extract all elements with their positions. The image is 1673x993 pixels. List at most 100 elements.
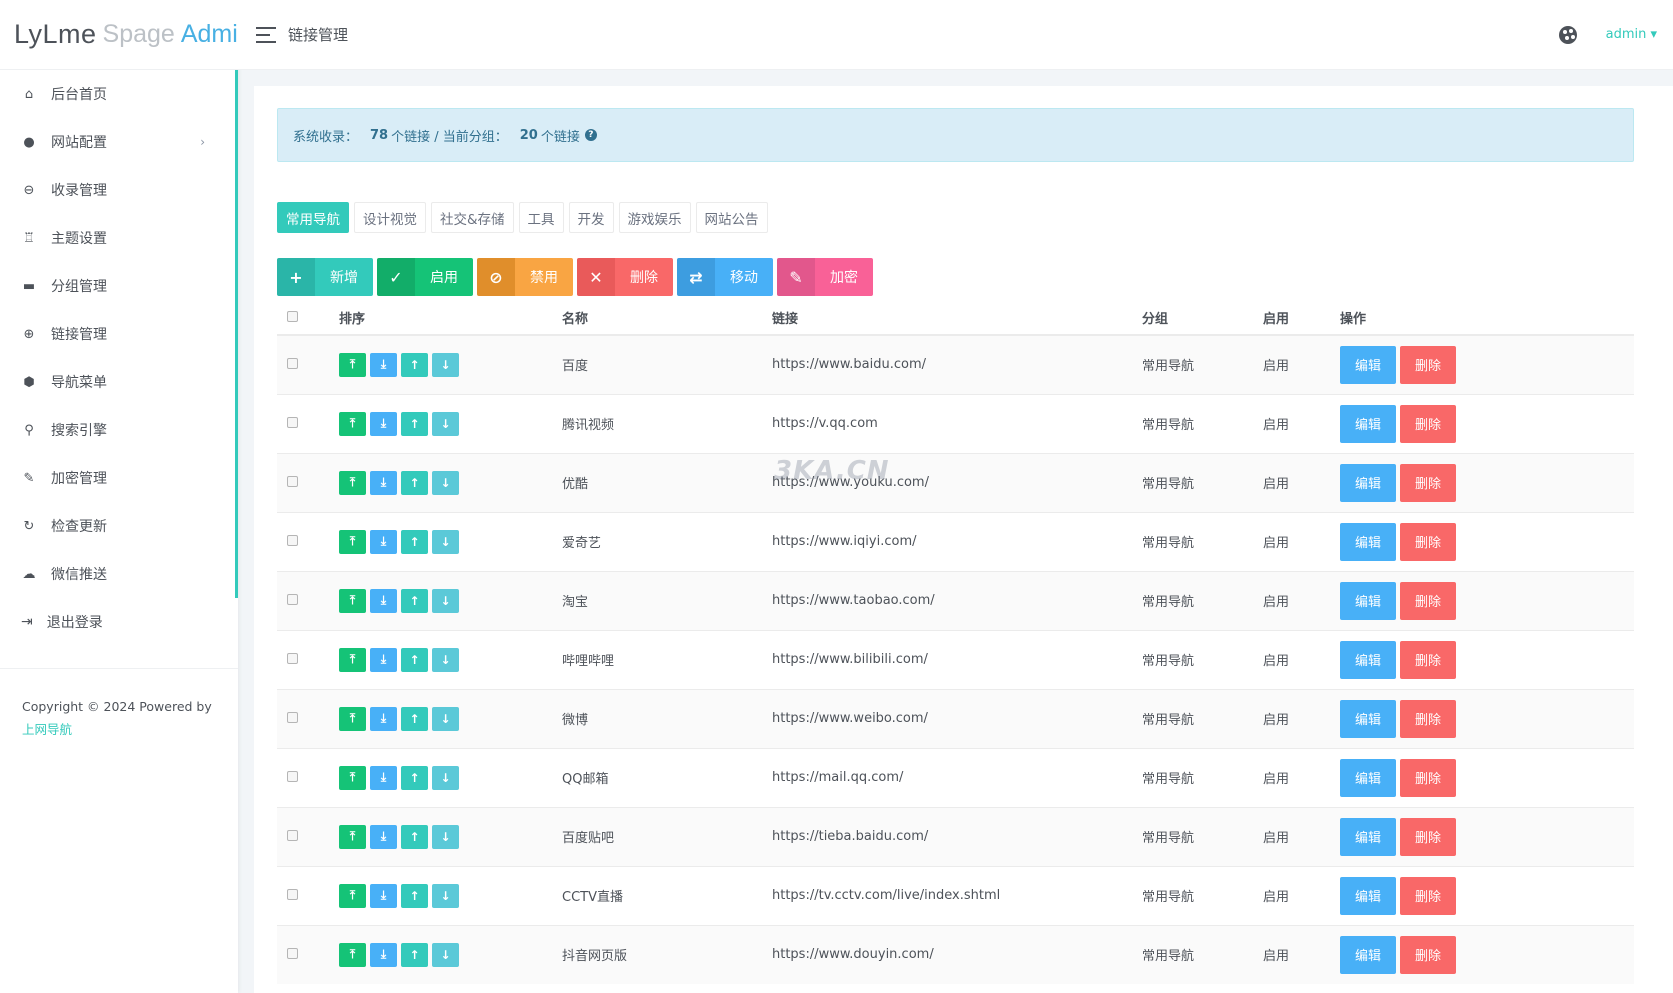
action-button-3[interactable]: ✕ 删除	[577, 258, 673, 296]
sidebar-item-5[interactable]: ⊕ 链接管理	[0, 310, 235, 358]
arrow-down-icon[interactable]: ↓	[432, 942, 459, 967]
row-checkbox[interactable]	[287, 771, 298, 782]
delete-button[interactable]: 删除	[1400, 640, 1456, 679]
row-checkbox[interactable]	[287, 948, 298, 960]
arrow-down-icon[interactable]: ↓	[432, 588, 459, 613]
row-checkbox[interactable]	[287, 712, 298, 723]
row-checkbox[interactable]	[287, 358, 298, 370]
sidebar-item-10[interactable]: ☁ 微信推送	[0, 550, 235, 598]
sidebar-item-8[interactable]: ✎ 加密管理	[0, 454, 235, 502]
edit-button[interactable]: 编辑	[1340, 876, 1396, 915]
edit-button[interactable]: 编辑	[1340, 345, 1396, 384]
arrow-down-icon[interactable]: ↓	[432, 411, 459, 436]
edit-button[interactable]: 编辑	[1340, 640, 1396, 679]
to-top-icon[interactable]: ⤒	[339, 529, 366, 554]
arrow-down-icon[interactable]: ↓	[432, 765, 459, 790]
action-button-0[interactable]: + 新增	[277, 258, 373, 296]
arrow-up-icon[interactable]: ↑	[401, 883, 428, 908]
powered-link[interactable]: 上网导航	[22, 722, 73, 737]
action-button-1[interactable]: ✓ 启用	[377, 258, 473, 296]
to-bottom-icon[interactable]: ⤓	[370, 883, 397, 908]
delete-button[interactable]: 删除	[1400, 463, 1456, 502]
to-bottom-icon[interactable]: ⤓	[370, 765, 397, 790]
to-bottom-icon[interactable]: ⤓	[370, 647, 397, 672]
arrow-down-icon[interactable]: ↓	[432, 470, 459, 495]
to-top-icon[interactable]: ⤒	[339, 824, 366, 849]
menu-toggle-icon[interactable]	[256, 26, 276, 43]
arrow-down-icon[interactable]: ↓	[432, 706, 459, 731]
to-bottom-icon[interactable]: ⤓	[370, 470, 397, 495]
arrow-up-icon[interactable]: ↑	[401, 352, 428, 377]
to-bottom-icon[interactable]: ⤓	[370, 706, 397, 731]
user-menu[interactable]: admin ▾	[1605, 27, 1657, 42]
delete-button[interactable]: 删除	[1400, 522, 1456, 561]
arrow-down-icon[interactable]: ↓	[432, 824, 459, 849]
edit-button[interactable]: 编辑	[1340, 463, 1396, 502]
row-checkbox[interactable]	[287, 535, 298, 546]
sidebar-item-9[interactable]: ↻ 检查更新	[0, 502, 235, 550]
edit-button[interactable]: 编辑	[1340, 404, 1396, 443]
arrow-down-icon[interactable]: ↓	[432, 883, 459, 908]
action-button-2[interactable]: ⊘ 禁用	[477, 258, 573, 296]
tab-0[interactable]: 常用导航	[277, 202, 349, 233]
row-checkbox[interactable]	[287, 594, 298, 605]
row-checkbox[interactable]	[287, 476, 298, 487]
arrow-up-icon[interactable]: ↑	[401, 647, 428, 672]
arrow-up-icon[interactable]: ↑	[401, 942, 428, 967]
to-top-icon[interactable]: ⤒	[339, 765, 366, 790]
row-checkbox[interactable]	[287, 830, 298, 841]
edit-button[interactable]: 编辑	[1340, 699, 1396, 738]
sidebar-item-2[interactable]: ⊖ 收录管理	[0, 166, 235, 214]
arrow-down-icon[interactable]: ↓	[432, 647, 459, 672]
sidebar-item-6[interactable]: ⬢ 导航菜单	[0, 358, 235, 406]
arrow-up-icon[interactable]: ↑	[401, 470, 428, 495]
tab-2[interactable]: 社交&存储	[431, 202, 514, 233]
tab-5[interactable]: 游戏娱乐	[618, 202, 691, 233]
to-bottom-icon[interactable]: ⤓	[370, 824, 397, 849]
sidebar-item-1[interactable]: ● 网站配置 ›	[0, 118, 235, 166]
to-bottom-icon[interactable]: ⤓	[370, 529, 397, 554]
arrow-up-icon[interactable]: ↑	[401, 411, 428, 436]
tab-3[interactable]: 工具	[518, 202, 564, 233]
to-top-icon[interactable]: ⤒	[339, 470, 366, 495]
row-checkbox[interactable]	[287, 653, 298, 664]
select-all-checkbox[interactable]	[287, 311, 298, 322]
to-bottom-icon[interactable]: ⤓	[370, 352, 397, 377]
row-checkbox[interactable]	[287, 889, 298, 900]
sidebar-item-3[interactable]: ♖ 主题设置	[0, 214, 235, 262]
to-bottom-icon[interactable]: ⤓	[370, 942, 397, 967]
delete-button[interactable]: 删除	[1400, 876, 1456, 915]
action-button-5[interactable]: ✎ 加密	[777, 258, 873, 296]
to-bottom-icon[interactable]: ⤓	[370, 411, 397, 436]
delete-button[interactable]: 删除	[1400, 345, 1456, 384]
edit-button[interactable]: 编辑	[1340, 935, 1396, 974]
tab-6[interactable]: 网站公告	[695, 202, 768, 233]
delete-button[interactable]: 删除	[1400, 817, 1456, 856]
action-button-4[interactable]: ⇄ 移动	[677, 258, 773, 296]
edit-button[interactable]: 编辑	[1340, 581, 1396, 620]
to-top-icon[interactable]: ⤒	[339, 411, 366, 436]
arrow-up-icon[interactable]: ↑	[401, 824, 428, 849]
to-top-icon[interactable]: ⤒	[339, 588, 366, 613]
edit-button[interactable]: 编辑	[1340, 817, 1396, 856]
to-top-icon[interactable]: ⤒	[339, 352, 366, 377]
tab-1[interactable]: 设计视觉	[354, 202, 426, 233]
help-icon[interactable]: ?	[584, 129, 597, 141]
theme-palette-icon[interactable]	[1559, 26, 1577, 44]
arrow-up-icon[interactable]: ↑	[401, 706, 428, 731]
sidebar-item-0[interactable]: ⌂ 后台首页	[0, 70, 235, 118]
arrow-up-icon[interactable]: ↑	[401, 588, 428, 613]
sidebar-item-7[interactable]: ⚲ 搜索引擎	[0, 406, 235, 454]
to-top-icon[interactable]: ⤒	[339, 942, 366, 967]
delete-button[interactable]: 删除	[1400, 699, 1456, 738]
to-top-icon[interactable]: ⤒	[339, 883, 366, 908]
row-checkbox[interactable]	[287, 417, 298, 428]
arrow-down-icon[interactable]: ↓	[432, 352, 459, 377]
sidebar-item-logout[interactable]: ⇥ 退出登录	[0, 598, 238, 646]
arrow-up-icon[interactable]: ↑	[401, 765, 428, 790]
edit-button[interactable]: 编辑	[1340, 758, 1396, 797]
to-top-icon[interactable]: ⤒	[339, 647, 366, 672]
arrow-down-icon[interactable]: ↓	[432, 529, 459, 554]
tab-4[interactable]: 开发	[568, 202, 614, 233]
delete-button[interactable]: 删除	[1400, 758, 1456, 797]
